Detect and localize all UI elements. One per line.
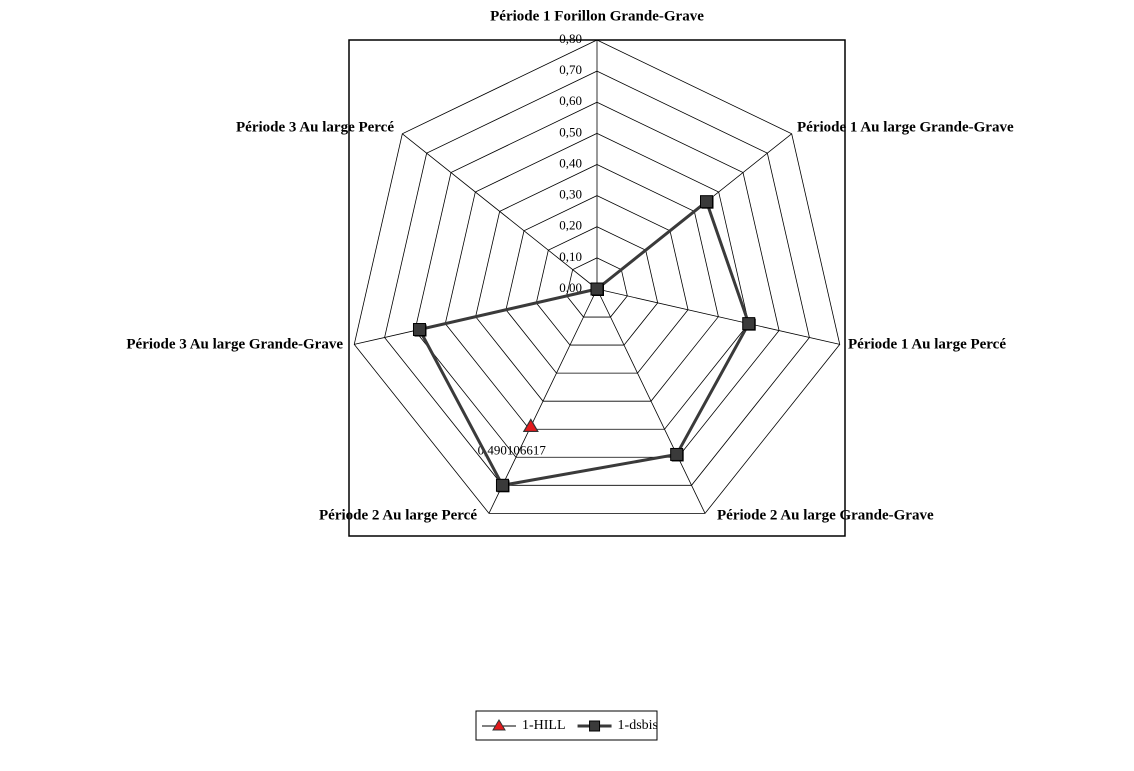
legend-marker: [589, 720, 601, 732]
y-tick-label: 0,00: [559, 280, 582, 295]
y-tick-label: 0,40: [559, 155, 582, 170]
marker: [412, 323, 426, 337]
spoke: [596, 288, 706, 514]
marker: [700, 195, 714, 209]
grid-line: [505, 195, 689, 374]
spoke: [596, 288, 840, 345]
y-tick-label: 0,50: [559, 124, 582, 139]
y-tick-label: 0,80: [559, 31, 582, 46]
y-tick-label: 0,10: [559, 249, 582, 264]
grid-line: [414, 101, 780, 458]
marker: [522, 418, 539, 433]
spoke: [402, 133, 598, 290]
axis-label: Période 1 Au large Percé: [848, 336, 1006, 352]
legend: 1-HILL 1-dsbis: [475, 710, 658, 741]
grid-line: [384, 70, 810, 486]
grid-line: [353, 39, 841, 514]
axis-label: Période 2 Au large Percé: [319, 507, 477, 523]
grid-line: [444, 132, 750, 430]
data-label: 0,490106617: [478, 442, 547, 457]
legend-marker: [492, 719, 506, 731]
axis-label: Période 3 Au large Grande-Grave: [126, 336, 343, 352]
axis-label: Période 3 Au large Percé: [236, 119, 394, 135]
y-tick-label: 0,60: [559, 93, 582, 108]
axis-label: Période 1 Au large Grande-Grave: [797, 119, 1014, 135]
marker: [742, 317, 756, 331]
axis-label: Période 1 Forillon Grande-Grave: [490, 8, 704, 24]
grid-line: [566, 257, 628, 318]
y-tick-label: 0,20: [559, 218, 582, 233]
legend-label: 1-dsbis: [618, 718, 658, 733]
marker: [590, 282, 604, 296]
marker: [495, 478, 509, 492]
axis-label: Période 2 Au large Grande-Grave: [717, 507, 934, 523]
y-tick-label: 0,30: [559, 187, 582, 202]
y-tick-label: 0,70: [559, 62, 582, 77]
grid-line: [475, 164, 719, 402]
spoke: [488, 288, 598, 514]
marker: [670, 447, 684, 461]
legend-label: 1-HILL: [522, 718, 566, 733]
grid-line: [535, 226, 659, 346]
